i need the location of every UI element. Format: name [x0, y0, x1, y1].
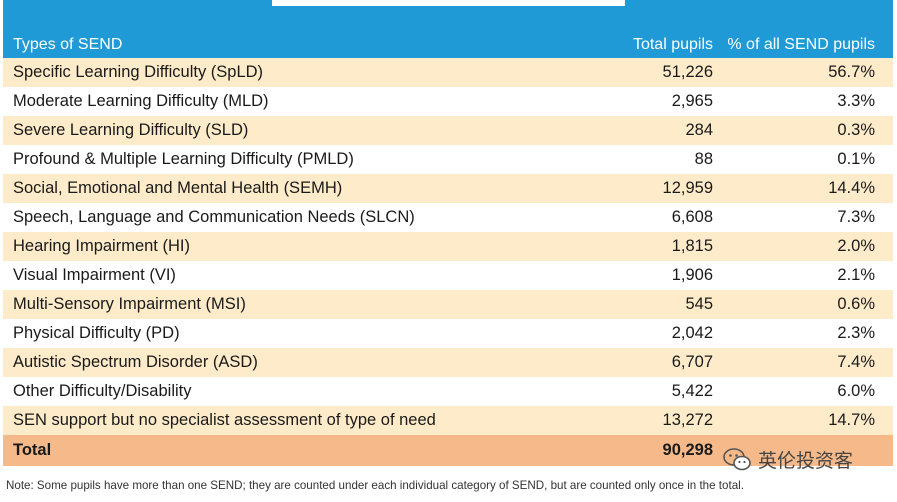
column-header-type: Types of SEND [13, 36, 123, 53]
row-type: Severe Learning Difficulty (SLD) [13, 121, 249, 139]
table-row: Visual Impairment (VI) 1,906 2.1% [3, 261, 893, 290]
row-pct: 2.3% [837, 324, 875, 342]
row-pct: 7.3% [837, 208, 875, 226]
table-row: Multi-Sensory Impairment (MSI) 545 0.6% [3, 290, 893, 319]
table-body: Specific Learning Difficulty (SpLD) 51,22… [3, 58, 893, 435]
row-pct: 6.0% [837, 382, 875, 400]
row-pct: 7.4% [837, 353, 875, 371]
row-total: 284 [685, 121, 713, 139]
table-row: Speech, Language and Communication Needs… [3, 203, 893, 232]
row-total: 545 [685, 295, 713, 313]
table-row: Social, Emotional and Mental Health (SEM… [3, 174, 893, 203]
footnote: Note: Some pupils have more than one SEN… [6, 479, 744, 492]
wechat-icon [723, 447, 751, 470]
row-type: Hearing Impairment (HI) [13, 237, 190, 255]
row-type: Other Difficulty/Disability [13, 382, 192, 400]
row-total: 5,422 [671, 382, 713, 400]
total-label: Total [13, 441, 52, 459]
row-type: Moderate Learning Difficulty (MLD) [13, 92, 269, 110]
table-row: Profound & Multiple Learning Difficulty … [3, 145, 893, 174]
row-total: 51,226 [662, 63, 713, 81]
table-row: Autistic Spectrum Disorder (ASD) 6,707 7.4… [3, 348, 893, 377]
watermark-text: 英伦投资客 [758, 451, 854, 472]
header-notch [272, 0, 625, 6]
table-header-row: Types of SEND Total pupils % of all SEND… [3, 32, 893, 58]
row-pct: 2.1% [837, 266, 875, 284]
column-header-pct: % of all SEND pupils [727, 36, 875, 53]
total-value: 90,298 [662, 441, 713, 459]
column-header-total: Total pupils [632, 36, 713, 53]
row-pct: 0.6% [837, 295, 875, 313]
table-row: Other Difficulty/Disability 5,422 6.0% [3, 377, 893, 406]
row-pct: 3.3% [837, 92, 875, 110]
row-pct: 0.3% [837, 121, 875, 139]
row-total: 2,042 [671, 324, 713, 342]
table-row: Specific Learning Difficulty (SpLD) 51,22… [3, 58, 893, 87]
row-pct: 14.4% [828, 179, 875, 197]
row-pct: 0.1% [837, 150, 875, 168]
row-total: 2,965 [671, 92, 713, 110]
row-total: 6,707 [671, 353, 713, 371]
table-row: Hearing Impairment (HI) 1,815 2.0% [3, 232, 893, 261]
table-row: Severe Learning Difficulty (SLD) 284 0.3% [3, 116, 893, 145]
table-row: Moderate Learning Difficulty (MLD) 2,965 3… [3, 87, 893, 116]
row-total: 1,815 [671, 237, 713, 255]
row-type: Social, Emotional and Mental Health (SEM… [13, 179, 343, 197]
row-total: 1,906 [671, 266, 713, 284]
table-row: SEN support but no specialist assessment… [3, 406, 893, 435]
send-table: Types of SEND Total pupils % of all SEND… [3, 32, 893, 466]
row-pct: 2.0% [837, 237, 875, 255]
table-row: Physical Difficulty (PD) 2,042 2.3% [3, 319, 893, 348]
row-type: Autistic Spectrum Disorder (ASD) [13, 353, 258, 371]
row-type: Visual Impairment (VI) [13, 266, 176, 284]
watermark: 英伦投资客 [722, 446, 853, 473]
row-total: 13,272 [662, 411, 713, 429]
row-type: Physical Difficulty (PD) [13, 324, 180, 342]
row-type: Profound & Multiple Learning Difficulty … [13, 150, 354, 168]
row-type: Speech, Language and Communication Needs… [13, 208, 415, 226]
row-type: SEN support but no specialist assessment… [13, 411, 436, 429]
row-total: 12,959 [662, 179, 713, 197]
row-pct: 56.7% [828, 63, 875, 81]
row-pct: 14.7% [828, 411, 875, 429]
row-total: 6,608 [671, 208, 713, 226]
row-type: Multi-Sensory Impairment (MSI) [13, 295, 246, 313]
row-total: 88 [694, 150, 713, 168]
row-type: Specific Learning Difficulty (SpLD) [13, 63, 264, 81]
